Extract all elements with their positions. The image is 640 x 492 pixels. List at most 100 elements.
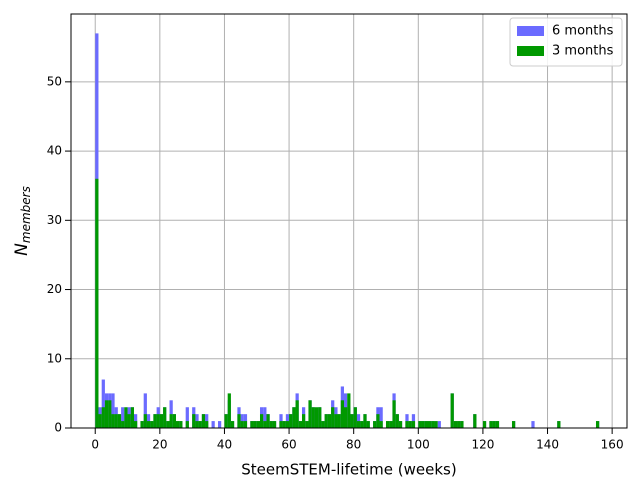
x-tick-label: 120 [471,438,494,452]
x-tick-label: 20 [152,438,167,452]
bar [269,421,273,428]
bar [98,414,102,428]
bar [495,421,500,428]
bar [140,421,144,428]
bar [163,407,167,428]
bar [356,414,361,428]
x-tick-label: 160 [601,438,624,452]
bar [408,421,412,428]
legend-swatch [517,26,544,36]
bar [279,421,283,428]
bar [289,414,293,428]
bar [150,421,154,428]
legend: 6 months 3 months [509,17,623,67]
legend-label: 6 months [552,24,614,39]
bar [256,421,260,428]
bar [324,414,328,428]
bar [340,400,344,428]
series [95,33,600,429]
bar [424,421,428,428]
y-label-main: N [12,243,32,256]
x-tick-label: 140 [536,438,559,452]
x-tick-label: 40 [217,438,232,452]
bar [224,414,228,428]
series [95,178,600,428]
y-tick-label: 40 [47,144,62,158]
bar [156,414,160,428]
bar [427,421,432,428]
y-label-sub: members [19,186,33,243]
bar [143,393,147,428]
bar [114,414,118,428]
bar [101,379,105,428]
bar [392,400,396,428]
bar [146,421,151,428]
bar [489,421,493,428]
bar [253,421,257,428]
bar [240,421,244,428]
bar [376,414,380,428]
bar [175,421,180,428]
bar [343,407,348,428]
bar [227,393,231,428]
bar [243,414,248,428]
bar [301,414,306,428]
bar [453,421,458,428]
bar [166,421,170,428]
bar [159,414,164,428]
bar [250,421,254,428]
bar [124,407,128,428]
bar [259,414,264,428]
bar [179,421,183,428]
bar [379,407,383,428]
y-tick-label: 0 [54,421,62,435]
bar [405,421,409,428]
bar [285,414,290,428]
bar [95,178,99,428]
bar [237,414,241,428]
bar [356,421,361,428]
bar [111,414,115,428]
bar [169,414,173,428]
bar [353,407,357,428]
plot-frame [70,13,628,429]
bar [101,407,105,428]
bar [418,421,422,428]
bar [314,407,319,428]
bar [240,414,244,428]
bar [411,421,416,428]
bar [172,414,176,428]
bar [104,400,109,428]
bar [595,421,600,428]
bar [266,414,270,428]
bar [263,421,267,428]
bar [482,421,487,428]
bar [185,421,189,428]
x-tick-label: 80 [346,438,361,452]
bar [243,421,248,428]
bar [111,393,115,428]
bar [133,414,138,428]
bar [350,414,354,428]
bar [457,421,461,428]
bar [185,407,189,428]
bar [331,407,335,428]
y-tick-label: 50 [47,74,62,88]
bar [282,421,286,428]
y-axis-label: Nmembers [12,186,33,256]
bar [492,421,496,428]
bar [285,421,290,428]
bar [127,414,131,428]
y-tick-label: 20 [47,282,62,296]
bar [153,414,157,428]
legend-swatch [517,46,544,56]
bar [295,400,299,428]
x-tick-label: 100 [407,438,430,452]
bar [531,421,535,428]
bar [201,414,206,428]
bar [431,421,435,428]
bar [460,421,464,428]
bar [121,421,125,428]
